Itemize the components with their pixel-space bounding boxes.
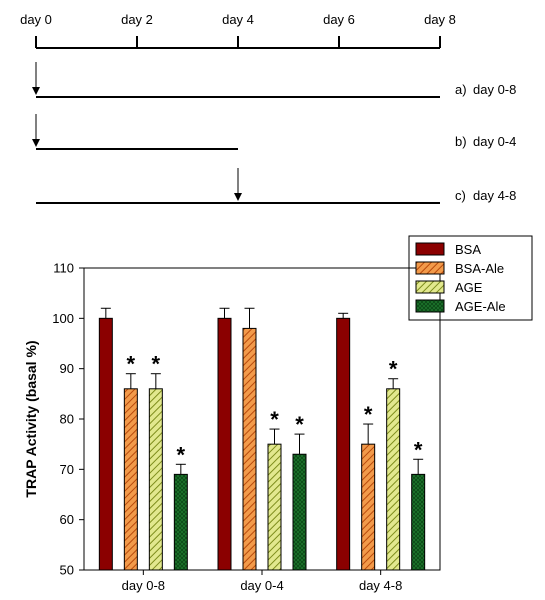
significance-marker: * <box>295 412 304 437</box>
bar-age-ale <box>292 453 307 571</box>
day-label: day 8 <box>424 12 456 27</box>
significance-marker: * <box>270 407 279 432</box>
x-category-label: day 0-4 <box>240 578 283 593</box>
legend-swatch <box>415 242 445 256</box>
y-tick-label: 80 <box>60 412 74 427</box>
day-label: day 2 <box>121 12 153 27</box>
y-tick-label: 90 <box>60 361 74 376</box>
y-tick-label: 100 <box>52 311 74 326</box>
condition-row: c) day 4-8 <box>36 168 516 204</box>
bar-age <box>148 388 163 571</box>
timeline-diagram: day 0 day 2 day 4 day 6 day 8 a) day 0-8 b) day… <box>20 12 516 204</box>
condition-row: b) day 0-4 <box>32 114 516 150</box>
x-category-label: day 4-8 <box>359 578 402 593</box>
y-tick-label: 70 <box>60 462 74 477</box>
significance-marker: * <box>177 442 186 467</box>
significance-marker: * <box>389 357 398 382</box>
significance-marker: * <box>127 352 136 377</box>
significance-marker: * <box>414 437 423 462</box>
significance-marker: * <box>364 402 373 427</box>
bar-age-ale <box>411 473 426 571</box>
bar-bsa-ale <box>123 388 138 571</box>
day-label: day 4 <box>222 12 254 27</box>
legend-label: AGE-Ale <box>455 299 506 314</box>
day-label: day 0 <box>20 12 52 27</box>
arrow-head-icon <box>32 139 40 147</box>
significance-marker: * <box>152 352 161 377</box>
legend-swatch <box>415 299 445 313</box>
legend: BSA BSA-Ale AGE AGE-Ale <box>408 235 533 321</box>
legend-label: AGE <box>455 280 483 295</box>
bar-chart: 50 60 70 80 90 100 110 day 0-8 day 0-4 day 4-8 *… <box>23 235 533 593</box>
y-axis-title: TRAP Activity (basal %) <box>23 340 39 497</box>
condition-letter: c) <box>455 188 466 203</box>
day-label: day 6 <box>323 12 355 27</box>
bar-bsa <box>217 317 232 571</box>
arrow-head-icon <box>32 87 40 95</box>
condition-letter: a) <box>455 82 467 97</box>
bar-age <box>386 388 401 571</box>
bar-age <box>267 443 282 571</box>
bar-bsa-ale <box>242 327 257 571</box>
y-axis: 50 60 70 80 90 100 110 <box>52 261 84 578</box>
timeline-ruler: day 0 day 2 day 4 day 6 day 8 <box>20 12 456 49</box>
condition-letter: b) <box>455 134 467 149</box>
bar-bsa <box>98 317 113 571</box>
arrow-head-icon <box>234 193 242 201</box>
bars: * * * * * * * * <box>98 307 426 571</box>
legend-swatch <box>415 261 445 275</box>
timeline-conditions: a) day 0-8 b) day 0-4 c) day 4-8 <box>32 62 516 204</box>
legend-label: BSA <box>455 242 481 257</box>
condition-label: day 0-8 <box>473 82 516 97</box>
bar-bsa-ale <box>361 443 376 571</box>
condition-row: a) day 0-8 <box>32 62 516 98</box>
legend-box <box>408 235 533 321</box>
x-axis: day 0-8 day 0-4 day 4-8 <box>122 570 402 593</box>
y-tick-label: 60 <box>60 512 74 527</box>
condition-label: day 0-4 <box>473 134 516 149</box>
condition-label: day 4-8 <box>473 188 516 203</box>
x-category-label: day 0-8 <box>122 578 165 593</box>
y-tick-label: 110 <box>53 261 74 276</box>
bar-bsa <box>336 317 351 571</box>
legend-label: BSA-Ale <box>455 261 504 276</box>
y-tick-label: 50 <box>60 563 74 578</box>
bar-age-ale <box>173 473 188 571</box>
legend-swatch <box>415 280 445 294</box>
